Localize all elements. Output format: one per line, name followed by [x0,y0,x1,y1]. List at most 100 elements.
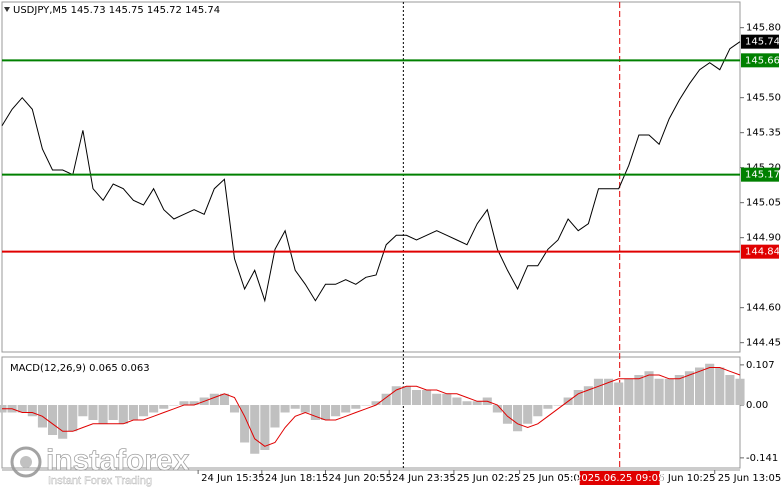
signal-line [2,367,741,447]
macd-bar [573,390,583,405]
chart-title: USDJPY,M5 145.73 145.75 145.72 145.74 [13,5,220,16]
macd-bar [492,405,502,413]
y-tick-label: 145.80 [746,23,781,34]
level-label: 144.84 [745,247,780,258]
macd-bar [219,393,229,405]
macd-bar [371,401,381,405]
macd-bar [68,405,78,432]
y-tick-label: 145.50 [746,93,781,104]
macd-bar [381,393,391,405]
level-box [741,244,779,259]
macd-bar [422,390,432,405]
macd-bar [695,367,705,405]
macd-bar [553,405,563,406]
macd-bar [159,405,169,409]
macd-bar [260,405,270,450]
y-tick-label: 145.35 [746,128,781,139]
level-box [741,167,779,182]
y-tick-label: 0.00 [746,400,768,411]
level-label: 145.17 [745,170,780,181]
macd-bar [300,405,310,413]
macd-bar [513,405,523,432]
macd-bar [229,405,240,413]
macd-bar [634,375,644,405]
macd-bar [108,405,118,420]
price-line [1,41,741,303]
macd-bar [401,386,411,405]
macd-bar [98,405,108,424]
macd-bar [674,375,684,405]
macd-bar [290,405,300,409]
x-tick-label: 24 Jun 18:15 [265,473,329,484]
macd-bar [138,405,149,417]
macd-title: MACD(12,26,9) 0.065 0.063 [10,363,150,374]
macd-bar [523,405,533,424]
macd-bar [462,401,472,405]
macd-bar [593,378,604,405]
macd-bar [411,390,422,405]
macd-bar [543,405,553,409]
x-tick-label: 25 Jun 10:25 [652,473,716,484]
last-price-box [741,34,779,49]
macd-bar [88,405,98,420]
macd-bar [442,393,452,405]
macd-bar [644,371,654,405]
y-tick-label: 0.107 [746,360,775,371]
macd-bar [47,405,58,435]
price-panel [1,1,741,353]
macd-bar [715,367,725,405]
macd-bar [320,405,331,420]
x-tick-label: 24 Jun 15:35 [201,473,265,484]
macd-bar [27,405,37,417]
macd-bar [614,382,624,405]
macd-bar [654,378,664,405]
macd-bar [17,405,27,413]
macd-bar [149,405,159,413]
macd-bar [169,405,179,406]
y-tick-label: 144.45 [746,338,781,349]
macd-bar [341,405,351,413]
x-tick-label: 25 Jun 13:05 [718,473,781,484]
symbol-icon [4,7,10,12]
macd-bar [604,378,614,405]
macd-bar [331,405,341,417]
macd-bar [209,393,219,405]
macd-bar [58,405,68,439]
x-tick-label: 24 Jun 20:55 [329,473,393,484]
macd-bar [270,405,280,428]
watermark-logo [10,446,42,478]
crosshair-time-box [579,471,660,485]
watermark: instaforex Instant Forex Trading [10,444,190,487]
macd-bar [432,393,442,405]
macd-bar [351,405,361,409]
macd-bar [583,386,593,405]
macd-bar [128,405,138,420]
macd-bar [189,401,199,405]
x-tick-label: 24 Jun 23:35 [392,473,456,484]
macd-bar [705,363,715,405]
macd-bar [250,405,260,454]
watermark-brand: instaforex [46,444,190,477]
macd-bar [452,397,462,405]
macd-bar [533,405,543,417]
macd-bar [502,405,513,424]
macd-bar [624,378,634,405]
crosshair-time-label: 2025.06.25 09:05 [575,473,664,484]
level-box [741,53,779,68]
macd-bar [472,401,482,405]
macd-bar [684,371,695,405]
macd-bar [179,401,189,405]
macd-bar [664,378,674,405]
x-tick-label: 25 Jun 02:25 [457,473,521,484]
macd-bar [725,375,735,405]
macd-bar [391,386,401,405]
macd-bar [280,405,290,413]
macd-bar [118,405,128,424]
level-label: 145.66 [745,55,780,66]
watermark-tagline: Instant Forex Trading [48,475,152,487]
y-tick-label: 145.05 [746,198,781,209]
macd-bar [78,405,88,417]
y-tick-label: -0.141 [746,453,778,464]
y-tick-label: 144.90 [746,233,781,244]
